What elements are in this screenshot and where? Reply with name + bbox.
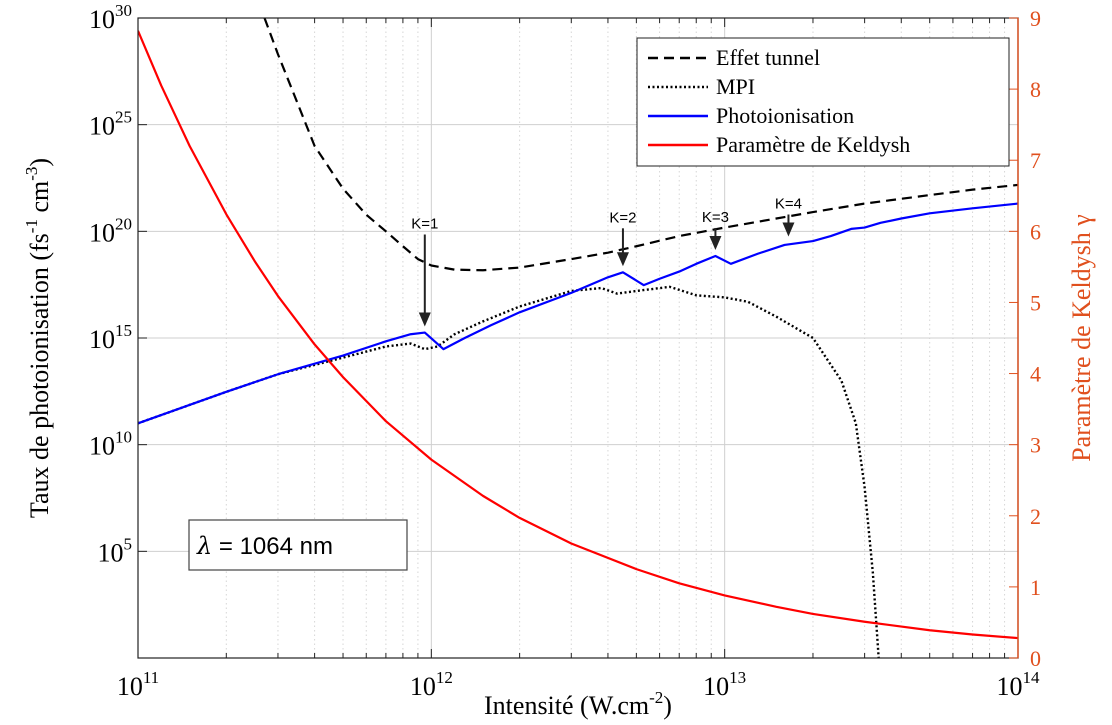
y-tick-label: 1025 (89, 108, 132, 141)
y2-axis-label: Paramètre de Keldysh γ (1067, 214, 1096, 462)
series-photoionisation-line (138, 202, 1018, 425)
y-tick-label: 1010 (89, 428, 132, 461)
x-tick-label: 1011 (117, 668, 159, 701)
y-axis-label: Taux de photoionisation (fs-1 cm-3) (22, 158, 54, 518)
y-tick-label: 1015 (89, 321, 132, 354)
annotation-label: K=2 (609, 209, 636, 226)
annotation-arrow-head (782, 222, 795, 237)
annotation-arrow-head (418, 312, 431, 327)
y2-tick-label: 0 (1030, 646, 1041, 671)
y2-tick-label: 6 (1030, 219, 1041, 244)
legend-label: MPI (716, 74, 755, 99)
x-tick-label: 1012 (410, 668, 453, 701)
annotation-arrow-head (709, 235, 722, 250)
ticks-group: 1011 1012 1013 1014 105 1010 1015 1020 1025 1030 0… (89, 1, 1041, 701)
y2-tick-label: 9 (1030, 6, 1041, 31)
grid (137, 17, 1018, 658)
wavelength-label: λ = 1064 nm (196, 532, 333, 560)
y2-tick-label: 2 (1030, 504, 1041, 529)
x-tick-label: 1013 (703, 668, 746, 701)
annotation-label: K=4 (775, 195, 802, 212)
wavelength-box: λ = 1064 nm (188, 519, 408, 571)
y-tick-label: 105 (98, 534, 133, 567)
annotation-arrow-head (616, 252, 629, 267)
y-tick-label: 1030 (89, 1, 132, 34)
y2-tick-label: 1 (1030, 575, 1041, 600)
x-axis-label: Intensité (W.cm-2) (484, 688, 672, 720)
y2-tick-label: 8 (1030, 77, 1041, 102)
y2-tick-label: 5 (1030, 290, 1041, 315)
series-effet-tunnel-line (263, 18, 1018, 272)
series-param-tre-de-keldysh-line (138, 30, 1018, 640)
y2-tick-label: 3 (1030, 433, 1041, 458)
y2-tick-label: 4 (1030, 362, 1041, 387)
legend-label: Effet tunnel (716, 45, 820, 70)
legend-label: Photoionisation (716, 103, 854, 128)
x-tick-label: 1014 (997, 668, 1041, 701)
annotation-label: K=3 (702, 209, 729, 226)
annotation-label: K=1 (411, 216, 438, 233)
legend: Effet tunnel MPI Photoionisation Paramètre … (636, 37, 1010, 167)
y-tick-label: 1020 (89, 214, 132, 247)
wavelength-box-frame (188, 519, 408, 571)
annotations-group: K=1 K=2 K=3 K=4 (411, 195, 802, 327)
legend-label: Paramètre de Keldysh (716, 132, 910, 157)
series-group (138, 18, 1018, 658)
y2-tick-label: 7 (1030, 148, 1041, 173)
